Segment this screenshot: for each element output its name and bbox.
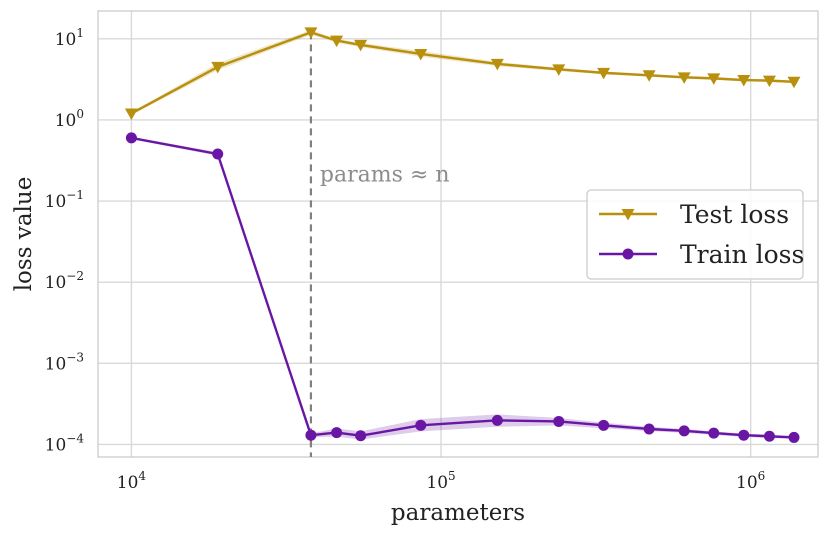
data-point bbox=[597, 67, 611, 80]
x-tick-label: 104 bbox=[117, 469, 147, 493]
data-point bbox=[708, 427, 720, 439]
legend-label: Test loss bbox=[680, 200, 789, 229]
data-point bbox=[414, 48, 428, 61]
data-point bbox=[737, 75, 751, 87]
series-line bbox=[131, 136, 795, 439]
data-point bbox=[788, 431, 800, 443]
data-point bbox=[415, 419, 427, 431]
legend-box bbox=[586, 189, 804, 280]
plot-frame bbox=[97, 10, 819, 458]
data-point bbox=[707, 73, 721, 85]
data-point bbox=[491, 414, 503, 426]
data-point bbox=[305, 429, 317, 441]
series-layer bbox=[124, 27, 801, 443]
tick-layer: 104 105 106 101 100 10−1 10−2 10−3 10−4 bbox=[45, 26, 766, 493]
x-tick-label: 105 bbox=[426, 469, 455, 493]
y-tick-label: 10−1 bbox=[45, 188, 84, 212]
data-point bbox=[762, 75, 776, 88]
y-tick-label: 10−4 bbox=[45, 431, 85, 455]
data-point bbox=[642, 70, 656, 82]
grid-layer bbox=[98, 11, 818, 457]
confidence-band bbox=[131, 136, 794, 440]
data-point bbox=[677, 72, 691, 84]
data-point bbox=[330, 35, 344, 48]
data-point bbox=[125, 132, 137, 144]
y-tick-label: 100 bbox=[55, 107, 84, 131]
data-point bbox=[598, 419, 610, 431]
y-tick-label: 10−2 bbox=[45, 269, 84, 293]
x-axis-title: parameters bbox=[391, 500, 525, 526]
threshold-annotation: params ≈ n bbox=[320, 162, 450, 187]
data-point bbox=[552, 64, 566, 76]
data-point bbox=[354, 39, 368, 52]
y-tick-label: 101 bbox=[55, 26, 84, 50]
data-point bbox=[211, 61, 225, 74]
data-point bbox=[304, 27, 318, 39]
data-point bbox=[787, 76, 801, 89]
confidence-band bbox=[131, 30, 794, 115]
data-point bbox=[643, 423, 655, 435]
data-point bbox=[355, 430, 367, 442]
data-point bbox=[212, 148, 224, 160]
data-point bbox=[763, 430, 775, 442]
data-point bbox=[331, 427, 343, 439]
series-line bbox=[130, 31, 795, 115]
legend-marker bbox=[621, 209, 635, 221]
data-point bbox=[490, 58, 504, 71]
legend-marker bbox=[622, 248, 634, 260]
annotation-layer: params ≈ n bbox=[309, 32, 450, 457]
data-point bbox=[553, 415, 565, 427]
y-axis-title: loss value bbox=[11, 177, 37, 292]
x-tick-label: 106 bbox=[736, 469, 765, 493]
y-tick-label: 10−3 bbox=[45, 350, 84, 374]
data-point bbox=[738, 429, 750, 441]
data-point bbox=[678, 425, 690, 437]
legend-label: Train loss bbox=[680, 240, 804, 269]
legend: Test loss Train loss bbox=[586, 189, 804, 280]
data-point bbox=[124, 108, 138, 120]
